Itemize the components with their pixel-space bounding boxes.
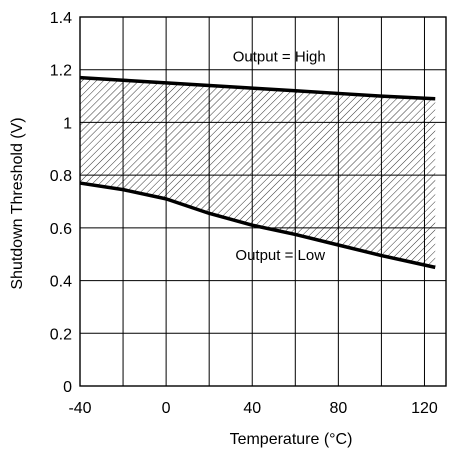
x-tick-label: 0	[162, 400, 171, 417]
x-axis-title: Temperature (°C)	[230, 431, 353, 448]
x-tick-labels: -40 0 40 80 120	[68, 400, 437, 417]
x-tick-label: 120	[411, 400, 438, 417]
x-tick-label: -40	[68, 400, 91, 417]
annotation-output-low: Output = Low	[235, 247, 325, 264]
plot-frame	[79, 16, 447, 387]
series-line-high	[79, 75, 436, 101]
annotation-output-high: Output = High	[233, 49, 326, 66]
y-tick-label: 0.6	[50, 221, 72, 238]
x-tick-label: 80	[329, 400, 347, 417]
y-tick-label: 0.2	[50, 326, 72, 343]
y-tick-label: 1	[63, 115, 72, 132]
y-tick-label: 0.8	[50, 168, 72, 185]
y-tick-label: 1.4	[50, 10, 72, 27]
series-group	[79, 75, 436, 270]
y-tick-label: 0.4	[50, 274, 72, 291]
y-tick-label: 1.2	[50, 63, 72, 80]
y-axis-title: Shutdown Threshold (V)	[9, 117, 26, 289]
y-tick-label: 0	[63, 379, 72, 396]
x-tick-label: 40	[243, 400, 261, 417]
series-line-low	[79, 181, 436, 270]
y-tick-labels: 0 0.2 0.4 0.6 0.8 1 1.2 1.4	[50, 10, 72, 396]
hysteresis-band	[80, 77, 436, 268]
